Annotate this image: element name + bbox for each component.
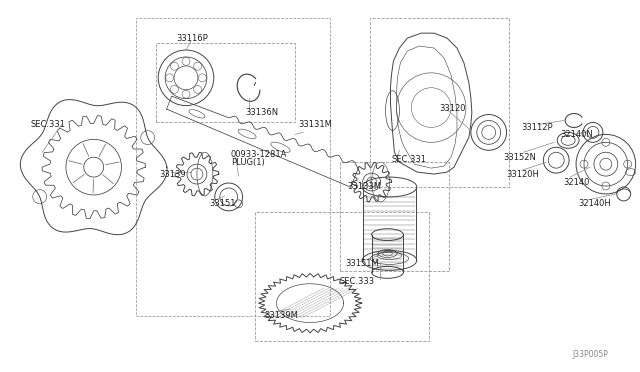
Text: J33P005P: J33P005P: [572, 350, 608, 359]
Text: 33116P: 33116P: [176, 33, 208, 43]
Text: 33120H: 33120H: [507, 170, 540, 179]
Text: 33112P: 33112P: [522, 123, 553, 132]
Text: 33151: 33151: [209, 199, 236, 208]
Text: 32140N: 32140N: [560, 130, 593, 139]
Text: 33136N: 33136N: [246, 108, 278, 117]
Text: SEC.333: SEC.333: [340, 277, 375, 286]
Text: PLUG(1): PLUG(1): [230, 158, 264, 167]
Text: 32140: 32140: [563, 177, 589, 186]
Text: SEC.331: SEC.331: [30, 120, 65, 129]
Text: 33151M: 33151M: [345, 259, 379, 268]
Text: 33131M: 33131M: [298, 120, 332, 129]
Text: 33133M: 33133M: [348, 183, 382, 192]
Text: 33120: 33120: [439, 104, 466, 113]
Text: SEC.331: SEC.331: [392, 155, 426, 164]
Text: 33139M: 33139M: [264, 311, 298, 320]
Text: 00933-1281A: 00933-1281A: [230, 150, 287, 159]
Text: 33152N: 33152N: [504, 153, 536, 162]
Text: 33139: 33139: [159, 170, 186, 179]
Text: 32140H: 32140H: [578, 199, 611, 208]
